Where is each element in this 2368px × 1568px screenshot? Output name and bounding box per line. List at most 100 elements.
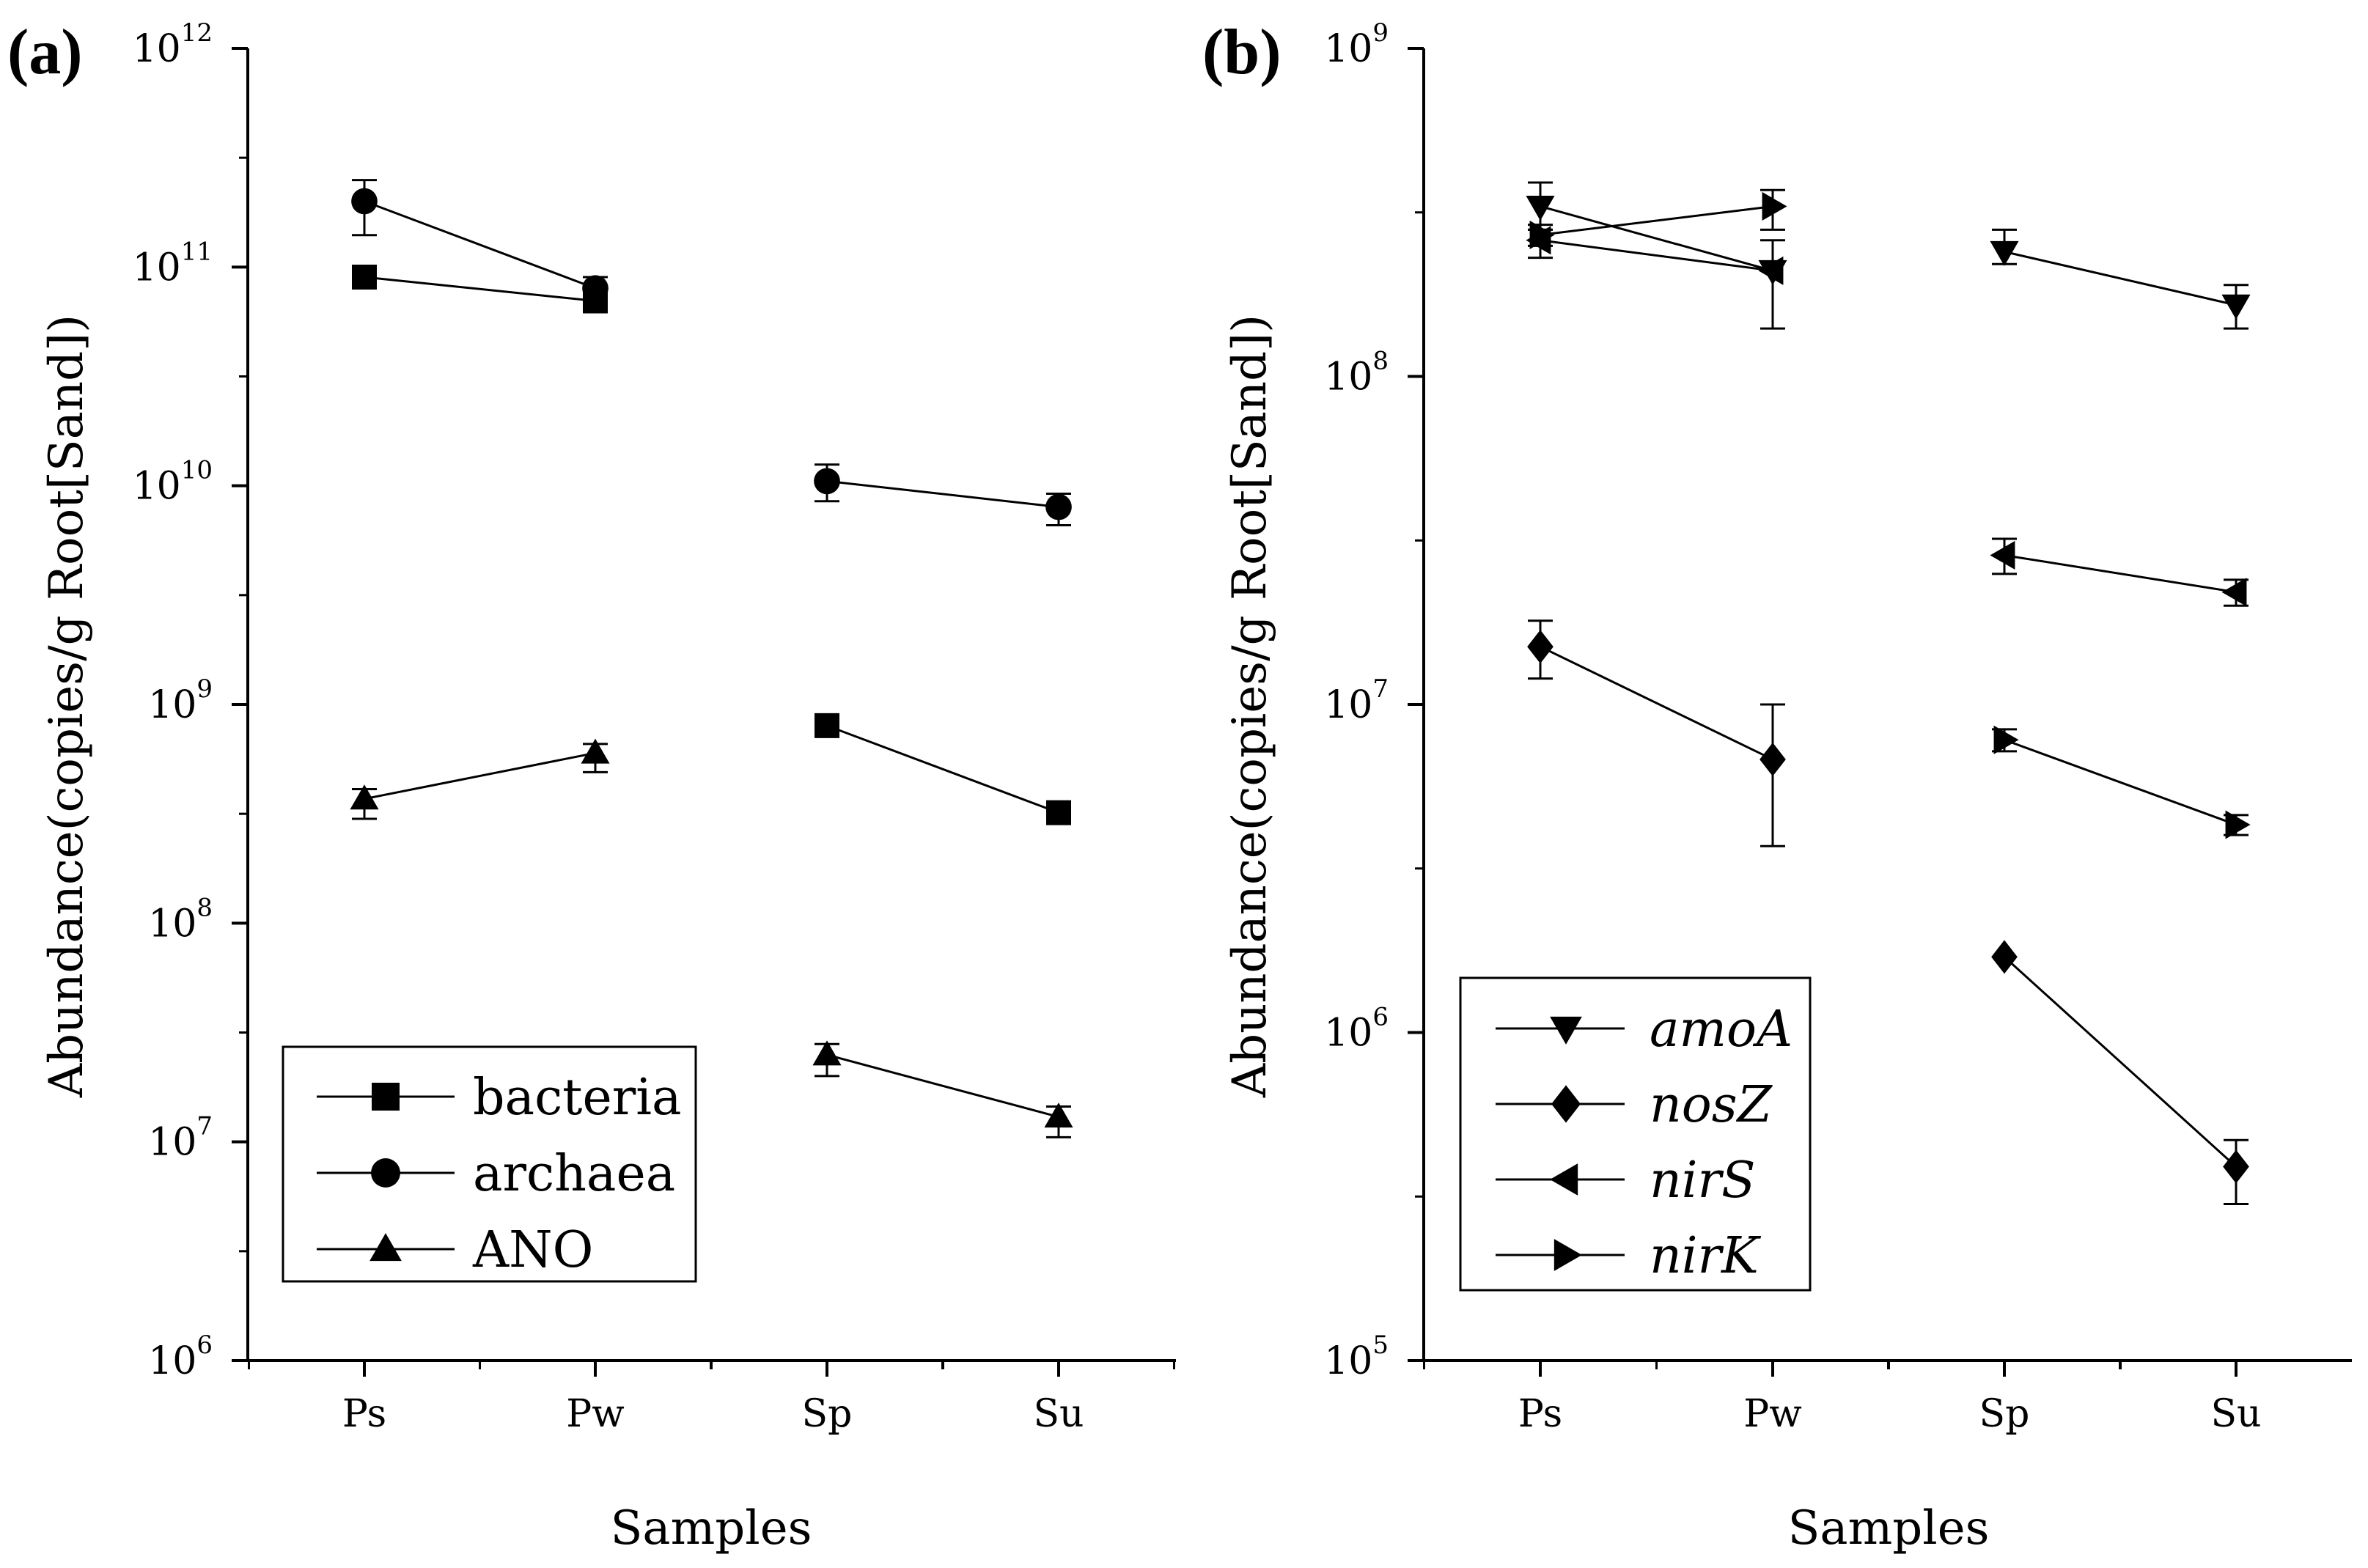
panel-b-legend-nirs-label: nirS — [1650, 1152, 1756, 1210]
panel-a-legend-ano-marker — [369, 1233, 402, 1262]
panel-b-legend-amoa-marker — [1550, 1016, 1582, 1045]
panel-a-xlabel: Samples — [611, 1501, 812, 1556]
panel-a-archaea-point — [351, 188, 378, 215]
panel-b-nirk-line — [1540, 205, 1773, 236]
panel-a-archaea-point — [814, 468, 840, 495]
panel-a-bacteria-point — [1046, 800, 1071, 825]
panel-a-ytick-label: 1010 — [133, 456, 213, 509]
panel-b-nirs-line — [1540, 239, 1773, 272]
panel-b-nirs-point — [1758, 256, 1784, 285]
panel-b-series — [1526, 181, 2251, 1205]
panel-b-label: (b) — [1202, 17, 1282, 88]
panel-b-legend-nirk-label: nirK — [1650, 1227, 1762, 1285]
panel-b-nosz-point — [1991, 940, 2018, 974]
panel-a-ytick-exponent: 8 — [196, 893, 213, 922]
panel-a-ytick-label: 1011 — [133, 237, 213, 290]
panel-a-legend-bacteria-marker — [372, 1083, 400, 1111]
panel-b-nirs-line — [2004, 553, 2237, 594]
panel-b-nirk-line — [2004, 738, 2237, 826]
panel-a-ytick-exponent: 7 — [196, 1112, 213, 1141]
panel-a-ytick-label: 109 — [148, 674, 213, 727]
panel-a-label: (a) — [7, 17, 83, 88]
panel-a-chart: (a) Abundance(copies/g Root[Sand]) Sampl… — [7, 17, 1176, 1556]
panel-b-amoa-line — [2004, 250, 2237, 306]
panel-b-xtick-label: Ps — [1518, 1392, 1562, 1436]
panel-b-ytick-exponent: 6 — [1372, 1003, 1389, 1032]
panel-a-ytick-exponent: 9 — [196, 674, 213, 704]
panel-a-bacteria-point — [815, 713, 839, 738]
panel-b-ylabel: Abundance(copies/g Root[Sand]) — [1223, 314, 1277, 1098]
panel-b-amoa-point — [1990, 240, 2019, 266]
panel-b-xlabel: Samples — [1788, 1501, 1990, 1556]
panel-a-ylabel: Abundance(copies/g Root[Sand]) — [40, 314, 94, 1098]
panel-b-nosz-point — [2223, 1149, 2249, 1184]
panel-b-ytick-label: 105 — [1324, 1330, 1389, 1383]
panel-b-nirk-point — [1529, 220, 1555, 250]
panel-b-ytick-label: 107 — [1324, 674, 1389, 727]
panel-b-legend-amoa-label: amoA — [1650, 1001, 1792, 1059]
panel-a-ytick-exponent: 10 — [181, 456, 213, 485]
panel-a-xtick-label: Ps — [342, 1392, 386, 1436]
panel-b-nosz-line — [1540, 645, 1773, 761]
panel-b-amoa-point — [1526, 196, 1555, 221]
panel-a-legend-archaea-marker — [371, 1158, 400, 1188]
panel-a-ytick-exponent: 11 — [181, 237, 213, 266]
panel-b-ytick-label: 108 — [1324, 347, 1389, 400]
panel-b-nirk-point — [2225, 810, 2251, 839]
panel-b-ytick-exponent: 7 — [1372, 674, 1389, 704]
panel-a-xtick-label: Sp — [802, 1392, 853, 1436]
panel-b-amoa-line — [1540, 205, 1773, 272]
panel-a-ytick-label: 108 — [148, 893, 213, 946]
panel-a-ytick-label: 107 — [148, 1112, 213, 1165]
panel-b-nosz-point — [1760, 743, 1786, 776]
panel-b-nirk-point — [1993, 725, 2019, 754]
panel-b-ytick-exponent: 8 — [1372, 347, 1389, 376]
panel-b-legend: amoA nosZ nirS nirK — [1459, 976, 1812, 1292]
panel-a-xtick-label: Su — [1033, 1392, 1084, 1436]
panel-b-xtick-label: Su — [2210, 1392, 2261, 1436]
panel-b-nosz-point — [1527, 630, 1553, 664]
panel-b-legend-nirk-marker — [1553, 1239, 1582, 1271]
panel-b-nirs-point — [2221, 578, 2247, 607]
panel-b-nosz-line — [2003, 956, 2238, 1168]
panel-a-legend: bacteria archaea ANO — [282, 1045, 697, 1283]
panel-b-nirk-point — [1762, 191, 1787, 221]
panel-a-bacteria-line — [364, 276, 596, 303]
panel-b-ytick-label: 109 — [1324, 18, 1389, 71]
panel-b-chart: (b) Abundance(copies/g Root[Sand]) Sampl… — [1202, 17, 2352, 1556]
panel-a-legend-archaea-label: archaea — [473, 1145, 675, 1203]
panel-a-legend-bacteria-label: bacteria — [473, 1069, 682, 1127]
panel-a-ano-point — [812, 1040, 842, 1066]
panel-a-legend-ano-label: ANO — [472, 1221, 593, 1279]
panel-b-xtick-label: Pw — [1743, 1392, 1802, 1436]
panel-a-ano-line — [364, 751, 596, 800]
panel-b-legend-frame — [1459, 976, 1812, 1292]
panel-a-ytick-label: 1012 — [133, 18, 213, 71]
panel-b-ytick-exponent: 5 — [1372, 1330, 1389, 1360]
panel-a-archaea-point — [1045, 493, 1072, 520]
panel-a-ytick-label: 106 — [148, 1330, 213, 1383]
panel-a-bacteria-point — [352, 264, 377, 290]
panel-b-ytick-label: 106 — [1324, 1003, 1389, 1056]
panel-b-ytick-exponent: 9 — [1372, 18, 1389, 48]
panel-a-ano-point — [1044, 1103, 1073, 1128]
panel-b-legend-nirs-marker — [1550, 1163, 1578, 1196]
panel-a-xtick-label: Pw — [566, 1392, 625, 1436]
panel-b-legend-nosz-label: nosZ — [1650, 1076, 1773, 1134]
panel-a-ano-point — [581, 738, 610, 764]
panel-a-ano-point — [350, 784, 379, 810]
panel-a-archaea-point — [582, 275, 608, 302]
panel-a-legend-frame — [282, 1045, 697, 1283]
panel-b-nirs-point — [1990, 540, 2015, 570]
panel-a-ytick-exponent: 6 — [196, 1330, 213, 1360]
panel-a-archaea-line — [826, 479, 1059, 509]
panel-a-series — [350, 179, 1073, 1138]
panel-b-xtick-label: Sp — [1979, 1392, 2030, 1436]
panel-a-ytick-exponent: 12 — [181, 18, 213, 48]
panel-b-legend-nosz-marker — [1551, 1085, 1581, 1123]
panel-a-bacteria-line — [826, 724, 1059, 814]
panel-a-ano-line — [826, 1053, 1059, 1119]
panel-a-archaea-line — [364, 200, 596, 290]
panel-b-amoa-point — [2221, 294, 2251, 320]
